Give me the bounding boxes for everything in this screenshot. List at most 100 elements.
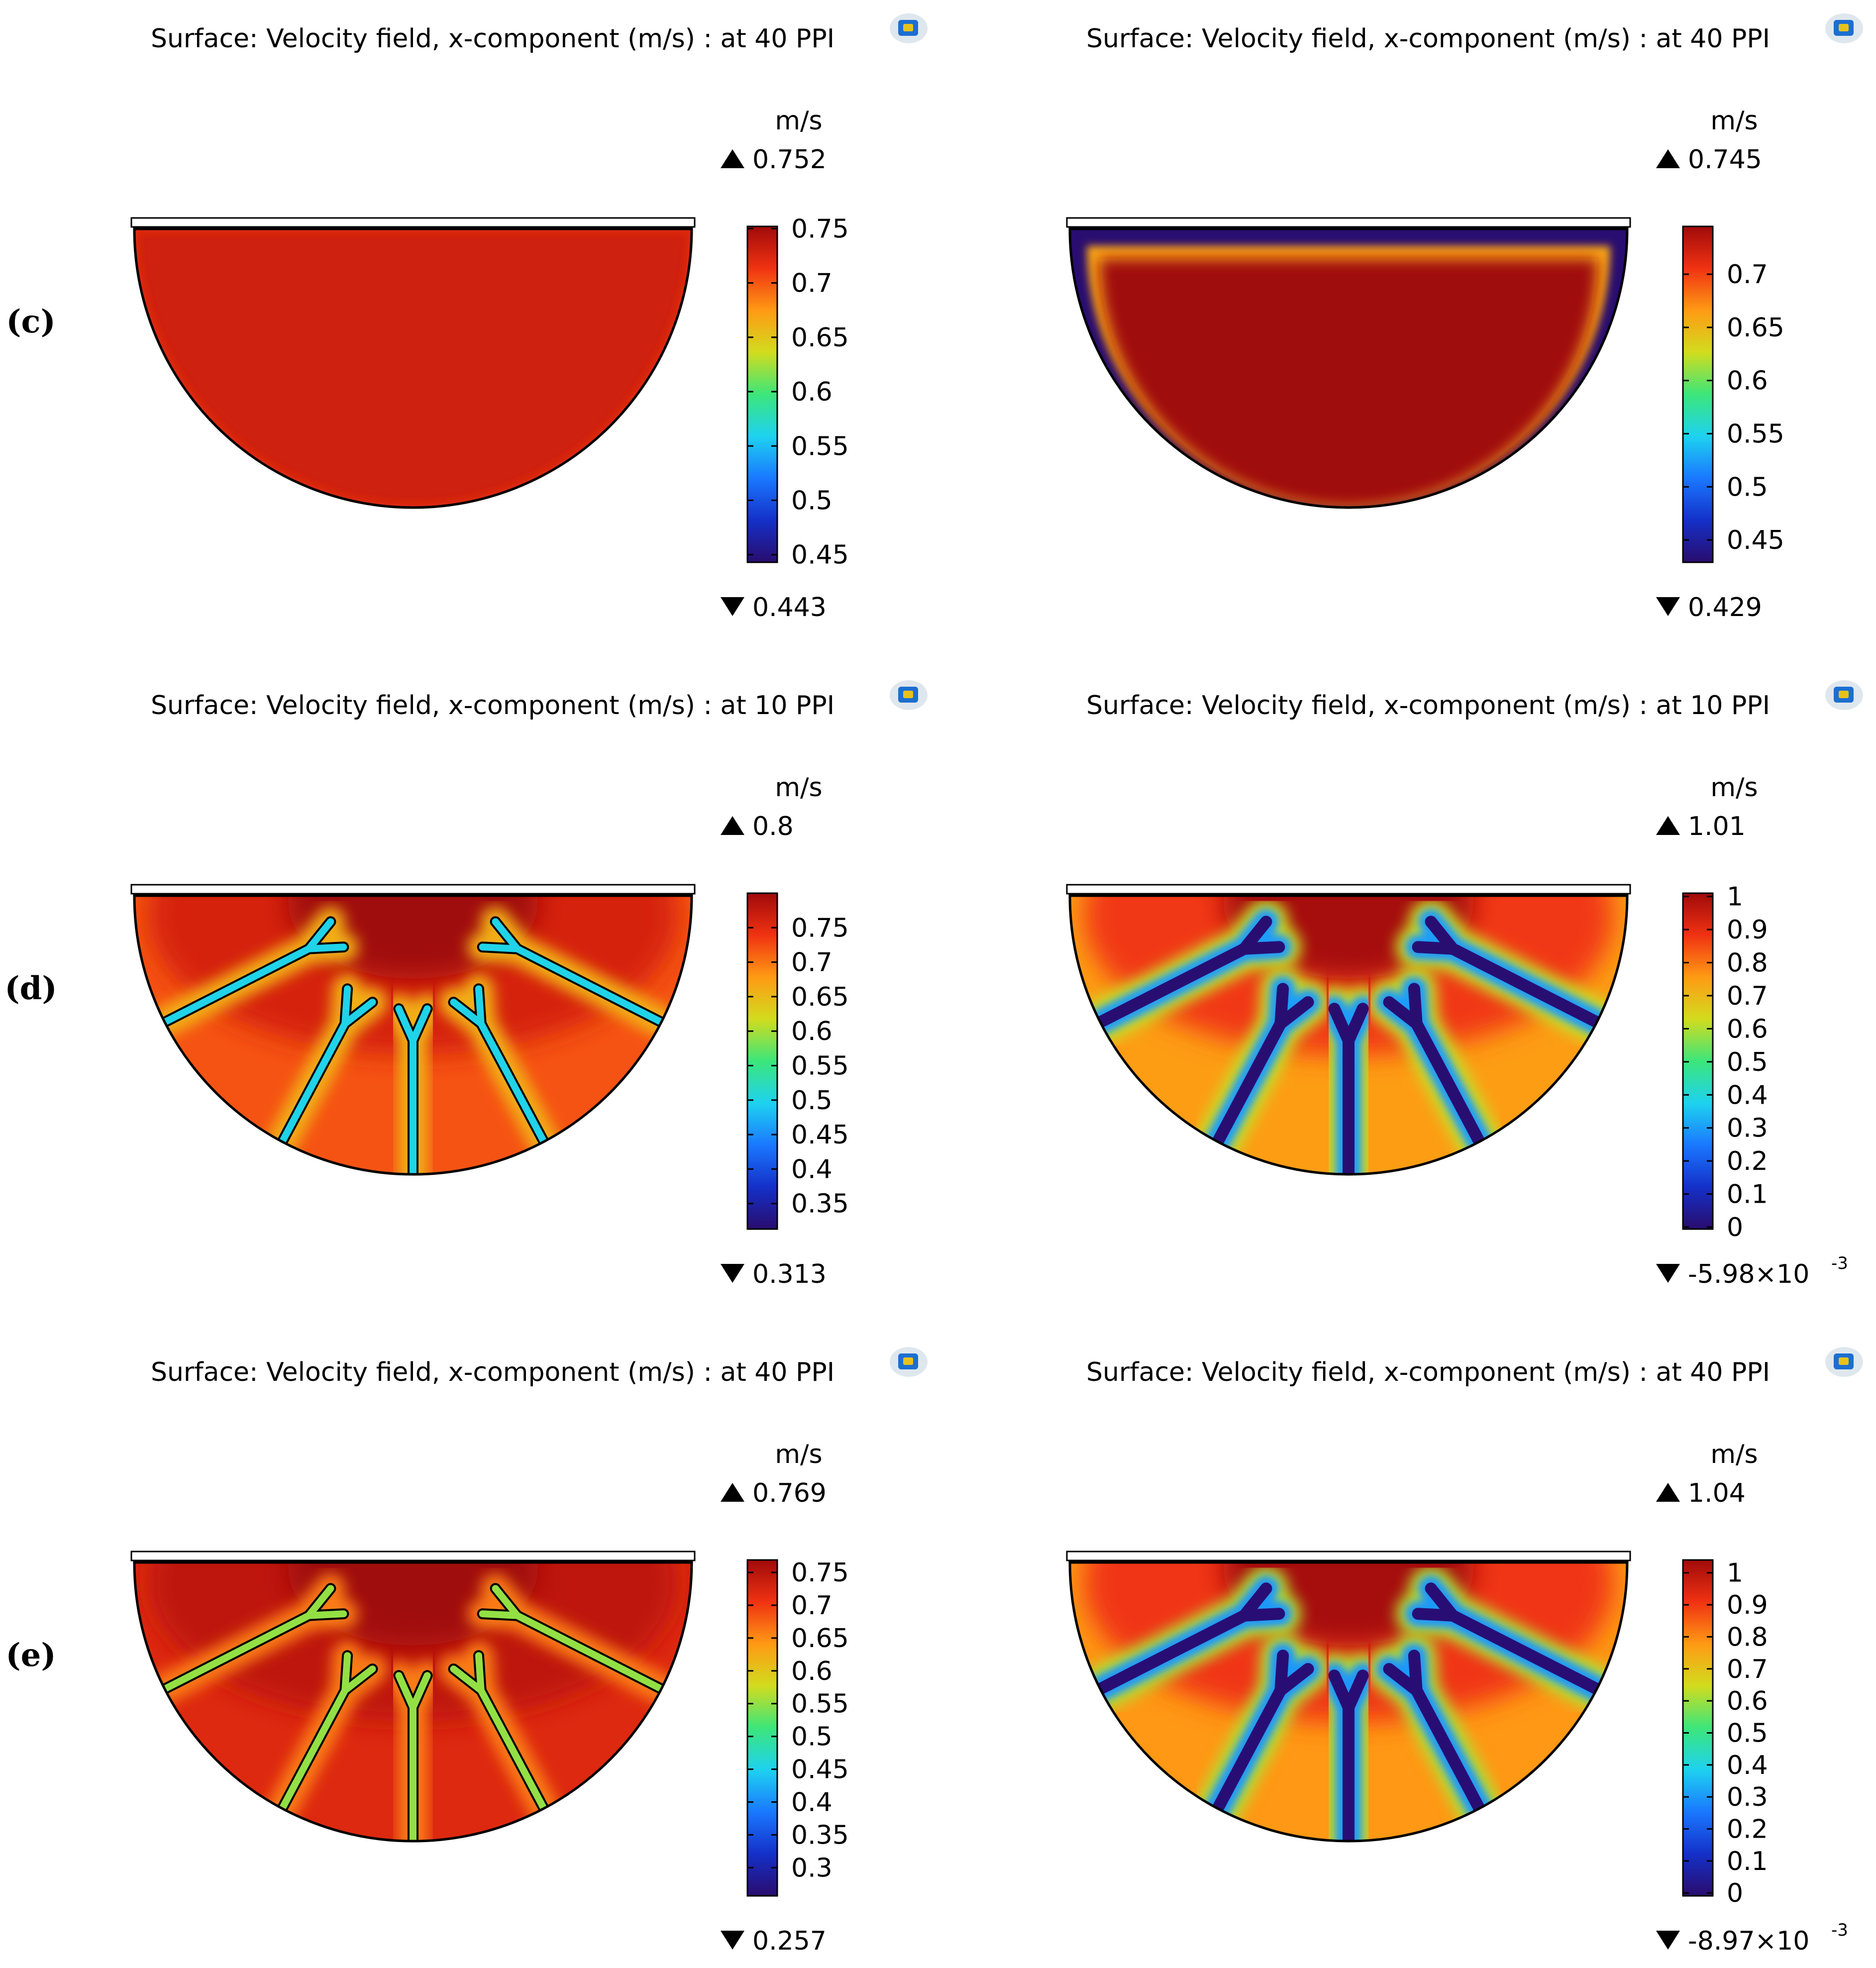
colorbar-tick: 0.6 (1683, 1014, 1768, 1044)
colorbar-tick-label: 0.6 (1727, 366, 1768, 396)
colorbar-tick: 0.3 (1683, 1782, 1768, 1812)
channel-network (1073, 899, 1624, 1174)
domain-outline (1068, 227, 1629, 509)
colorbar-tick: 0.5 (1683, 472, 1768, 502)
colorbar-tick: 1 (1683, 882, 1743, 912)
colorbar-tick-label: 0.5 (1727, 1718, 1768, 1748)
colorbar-tick: 0.3 (1683, 1114, 1768, 1143)
colorbar-tick-label: 0.8 (1727, 948, 1768, 978)
plot-panel: Surface: Velocity field, x-component (m/… (130, 680, 928, 1289)
colorbar-tick: 0.7 (747, 269, 833, 299)
colorbar-min-label: 0.443 (752, 593, 827, 622)
colorbar-tick: 0 (1683, 1213, 1743, 1243)
top-plate (1066, 884, 1631, 895)
colorbar-tick: 0.5 (747, 1086, 833, 1116)
velocity-field (1070, 1562, 1627, 1841)
channel-network (1073, 1566, 1624, 1841)
row-label: (e) (5, 1637, 56, 1674)
colorbar-tick-label: 0.9 (1727, 1590, 1768, 1620)
channel-network (145, 907, 681, 1174)
colorbar-tick-label: 0.4 (1727, 1751, 1768, 1780)
colorbar-tick-label: 0.6 (1727, 1686, 1768, 1716)
colorbar-max-label: 0.752 (752, 145, 827, 175)
colorbar-tick-label: 1 (1727, 882, 1743, 912)
plot-title: Surface: Velocity field, x-component (m/… (151, 691, 834, 721)
colorbar-tick: 0.65 (1683, 313, 1784, 343)
colorbar-tick-label: 0.35 (791, 1189, 849, 1219)
colorbar: m/s 0.752 0.45 0.5 0.55 0.6 0.65 0.7 0.75 0.443 (721, 106, 849, 622)
colorbar-tick: 0.4 (747, 1787, 833, 1817)
colorbar-tick-label: 0.45 (1727, 525, 1784, 555)
colorbar-tick: 0.9 (1683, 1590, 1768, 1620)
colorbar-tick: 0.55 (747, 431, 849, 461)
colorbar-tick-label: 0.5 (1727, 1047, 1768, 1077)
field-core (134, 229, 692, 508)
plot-title: Surface: Velocity field, x-component (m/… (151, 24, 834, 54)
y-channel (1073, 899, 1302, 1047)
colorbar-tick: 0.5 (747, 1722, 833, 1752)
colorbar-tick: 0.4 (1683, 1080, 1768, 1110)
colorbar-tick-label: 0.65 (791, 982, 849, 1012)
colorbar-tick-label: 0.1 (1727, 1847, 1768, 1876)
colorbar-max-label: 0.769 (752, 1478, 827, 1508)
colorbar-tick-label: 0.4 (1727, 1080, 1768, 1110)
colorbar-tick: 0.5 (1683, 1718, 1768, 1748)
colorbar-tick-label: 0.55 (791, 1051, 849, 1081)
max-triangle-icon (1656, 816, 1680, 835)
colorbar-tick-label: 0.5 (791, 486, 833, 516)
colorbar-tick: 0.5 (1683, 1047, 1768, 1077)
colorbar-tick: 0.3 (747, 1853, 833, 1883)
plot-panel: Surface: Velocity field, x-component (m/… (1066, 680, 1863, 1289)
colorbar-unit: m/s (775, 1440, 822, 1469)
plot-panel: Surface: Velocity field, x-component (m/… (130, 13, 928, 622)
comsol-logo-icon (890, 680, 928, 710)
y-channel (145, 907, 359, 1040)
y-channel (1366, 1633, 1505, 1836)
colorbar: m/s 1.04 00.10.20.30.4 0.50.60.7 0.80.91 -8.9… (1656, 1440, 1848, 1956)
colorbar-tick-label: 0.65 (791, 1624, 849, 1654)
comsol-logo-icon (890, 13, 928, 43)
colorbar-tick-label: 0.7 (791, 948, 833, 978)
colorbar-tick: 0.1 (1683, 1847, 1768, 1876)
colorbar-tick: 0.45 (747, 1120, 849, 1150)
max-triangle-icon (721, 149, 744, 168)
colorbar-tick: 0.7 (747, 948, 833, 978)
colorbar-tick-label: 0.45 (791, 540, 849, 570)
velocity-field (134, 1562, 692, 1841)
colorbar-tick-label: 0.55 (1727, 419, 1784, 449)
colorbar-tick: 0.7 (747, 1591, 833, 1621)
y-channel (1312, 986, 1385, 1174)
max-triangle-icon (721, 816, 744, 835)
velocity-field (1070, 229, 1627, 508)
colorbar-tick-label: 0.1 (1727, 1180, 1768, 1210)
min-triangle-icon (1656, 597, 1680, 616)
colorbar-tick: 0.6 (1683, 1686, 1768, 1716)
colorbar-tick-label: 1 (1727, 1558, 1743, 1588)
min-triangle-icon (721, 1264, 744, 1283)
colorbar-tick: 0.9 (1683, 915, 1768, 945)
colorbar-tick-label: 0.45 (791, 1120, 849, 1150)
colorbar-tick-label: 0.75 (791, 913, 849, 943)
colorbar-tick-label: 0.7 (791, 1591, 833, 1621)
colorbar-tick-label: 0.7 (1727, 260, 1768, 290)
colorbar-tick: 0 (1683, 1878, 1743, 1908)
top-plate (1066, 217, 1631, 228)
colorbar-tick-label: 0.3 (1727, 1114, 1768, 1143)
colorbar-min-label: 0.313 (752, 1259, 827, 1289)
colorbar-tick: 0.75 (747, 913, 849, 943)
y-channel (467, 1573, 681, 1707)
colorbar-tick-label: 0.6 (791, 1017, 833, 1046)
colorbar-tick: 0.7 (1683, 1655, 1768, 1684)
y-channel (1312, 1653, 1385, 1841)
colorbar-tick-label: 0.4 (791, 1787, 833, 1817)
domain-outline (133, 894, 693, 1176)
plot-panel: Surface: Velocity field, x-component (m/… (1066, 13, 1863, 622)
colorbar-min-label: 0.257 (752, 1926, 827, 1956)
y-channel (1192, 966, 1331, 1169)
colorbar-tick: 0.5 (747, 486, 833, 516)
colorbar-tick-label: 0.9 (1727, 915, 1768, 945)
colorbar-tick-label: 0.6 (791, 1657, 833, 1686)
colorbar-tick-label: 0.45 (791, 1755, 849, 1785)
min-triangle-icon (721, 1931, 744, 1950)
colorbar-tick-label: 0.6 (791, 377, 833, 407)
